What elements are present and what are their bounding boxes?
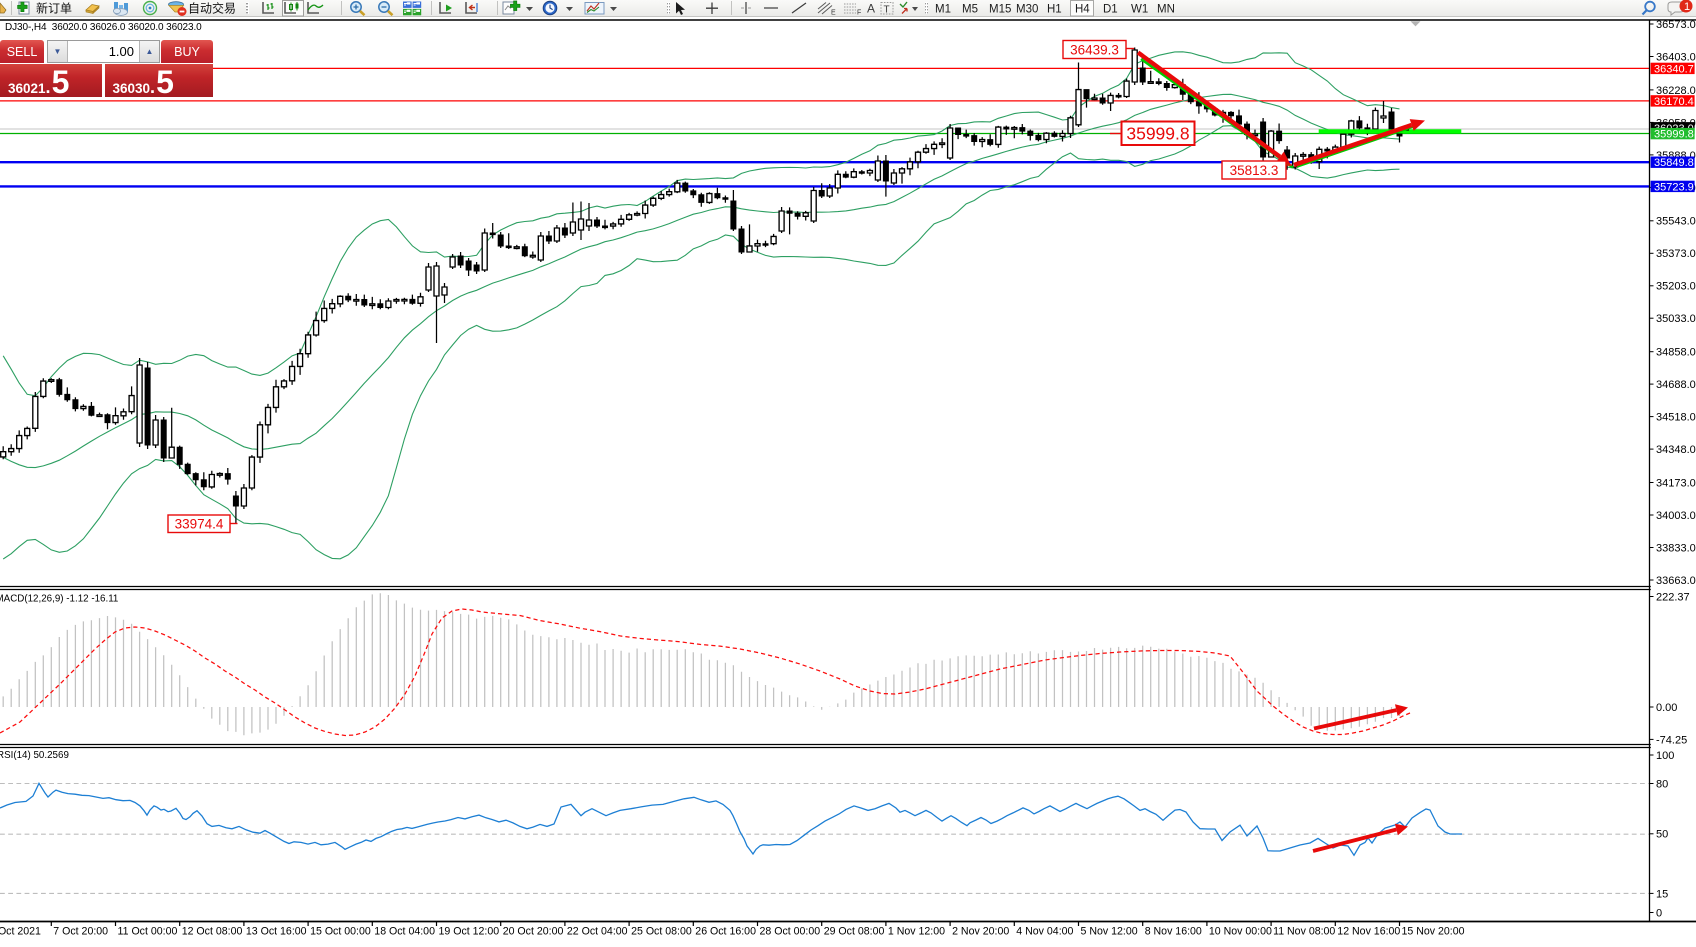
svg-text:34518.0: 34518.0 xyxy=(1656,412,1696,424)
svg-text:15 Nov 20:00: 15 Nov 20:00 xyxy=(1402,926,1465,938)
svg-text:35543.0: 35543.0 xyxy=(1656,216,1696,228)
svg-text:5 Oct 2021: 5 Oct 2021 xyxy=(0,926,41,938)
svg-text:35999.8: 35999.8 xyxy=(1654,129,1694,141)
svg-text:DJ30-,H4 36020.0 36026.0 3602: DJ30-,H4 36020.0 36026.0 36020.0 36023.0 xyxy=(5,22,202,33)
svg-text:100: 100 xyxy=(1656,750,1674,762)
svg-text:5 Nov 12:00: 5 Nov 12:00 xyxy=(1081,926,1138,938)
svg-text:36340.7: 36340.7 xyxy=(1654,63,1694,75)
svg-text:10 Nov 00:00: 10 Nov 00:00 xyxy=(1209,926,1272,938)
svg-text:MACD(12,26,9) -1.12 -16.11: MACD(12,26,9) -1.12 -16.11 xyxy=(0,594,118,605)
svg-text:M1: M1 xyxy=(935,4,951,16)
svg-text:50: 50 xyxy=(1656,829,1668,841)
svg-text:34858.0: 34858.0 xyxy=(1656,347,1696,359)
svg-text:H1: H1 xyxy=(1047,4,1062,16)
svg-text:29 Oct 08:00: 29 Oct 08:00 xyxy=(824,926,885,938)
svg-text:35999.8: 35999.8 xyxy=(1126,124,1189,144)
svg-text:M5: M5 xyxy=(962,4,978,16)
svg-text:33833.0: 33833.0 xyxy=(1656,542,1696,554)
svg-text:34688.0: 34688.0 xyxy=(1656,379,1696,391)
svg-text:0.00: 0.00 xyxy=(1656,702,1677,714)
svg-text:8 Nov 16:00: 8 Nov 16:00 xyxy=(1145,926,1202,938)
svg-text:RSI(14) 50.2569: RSI(14) 50.2569 xyxy=(0,750,69,761)
svg-text:MN: MN xyxy=(1157,4,1175,16)
svg-text:80: 80 xyxy=(1656,778,1668,790)
svg-text:4 Nov 04:00: 4 Nov 04:00 xyxy=(1016,926,1073,938)
svg-text:36573.0: 36573.0 xyxy=(1656,19,1696,31)
svg-text:D1: D1 xyxy=(1103,4,1118,16)
svg-text:35813.3: 35813.3 xyxy=(1230,163,1279,178)
svg-text:W1: W1 xyxy=(1131,4,1148,16)
svg-text:-74.25: -74.25 xyxy=(1656,734,1687,746)
svg-text:13 Oct 16:00: 13 Oct 16:00 xyxy=(246,926,307,938)
svg-text:E: E xyxy=(831,10,836,17)
svg-text:22 Oct 04:00: 22 Oct 04:00 xyxy=(567,926,628,938)
svg-text:20 Oct 20:00: 20 Oct 20:00 xyxy=(503,926,564,938)
svg-text:222.37: 222.37 xyxy=(1656,591,1690,603)
svg-text:1: 1 xyxy=(1684,1,1690,13)
svg-text:12 Oct 08:00: 12 Oct 08:00 xyxy=(182,926,243,938)
svg-text:A: A xyxy=(867,2,875,16)
svg-text:T: T xyxy=(884,5,890,16)
svg-text:35033.0: 35033.0 xyxy=(1656,313,1696,325)
svg-text:F: F xyxy=(857,10,861,17)
svg-text:28 Oct 00:00: 28 Oct 00:00 xyxy=(760,926,821,938)
svg-text:15 Oct 00:00: 15 Oct 00:00 xyxy=(310,926,371,938)
svg-text:0: 0 xyxy=(1656,907,1662,919)
svg-text:36403.0: 36403.0 xyxy=(1656,51,1696,63)
svg-text:26 Oct 16:00: 26 Oct 16:00 xyxy=(695,926,756,938)
svg-text:33974.4: 33974.4 xyxy=(175,517,224,532)
svg-text:35723.9: 35723.9 xyxy=(1654,181,1694,193)
svg-text:11 Oct 00:00: 11 Oct 00:00 xyxy=(118,926,178,938)
svg-text:35849.8: 35849.8 xyxy=(1654,157,1694,169)
svg-text:36228.0: 36228.0 xyxy=(1656,85,1696,97)
svg-text:35373.0: 35373.0 xyxy=(1656,248,1696,260)
svg-text:H4: H4 xyxy=(1075,4,1090,16)
svg-text:33663.0: 33663.0 xyxy=(1656,575,1696,587)
svg-text:15: 15 xyxy=(1656,888,1668,900)
svg-text:36170.4: 36170.4 xyxy=(1654,96,1694,108)
svg-text:19 Oct 12:00: 19 Oct 12:00 xyxy=(439,926,500,938)
svg-text:12 Nov 16:00: 12 Nov 16:00 xyxy=(1337,926,1400,938)
svg-text:34348.0: 34348.0 xyxy=(1656,444,1696,456)
svg-text:25 Oct 08:00: 25 Oct 08:00 xyxy=(631,926,692,938)
svg-text:M30: M30 xyxy=(1016,4,1038,16)
svg-text:新订单: 新订单 xyxy=(36,1,72,16)
svg-text:34003.0: 34003.0 xyxy=(1656,510,1696,522)
svg-text:36439.3: 36439.3 xyxy=(1070,42,1119,57)
svg-text:11 Nov 08:00: 11 Nov 08:00 xyxy=(1273,926,1335,938)
svg-text:18 Oct 04:00: 18 Oct 04:00 xyxy=(374,926,435,938)
svg-text:34173.0: 34173.0 xyxy=(1656,477,1696,489)
svg-text:2 Nov 20:00: 2 Nov 20:00 xyxy=(952,926,1009,938)
svg-text:M15: M15 xyxy=(989,4,1011,16)
svg-text:35203.0: 35203.0 xyxy=(1656,281,1696,293)
svg-text:自动交易: 自动交易 xyxy=(188,1,236,16)
svg-text:7 Oct 20:00: 7 Oct 20:00 xyxy=(53,926,108,938)
svg-text:1 Nov 12:00: 1 Nov 12:00 xyxy=(888,926,945,938)
